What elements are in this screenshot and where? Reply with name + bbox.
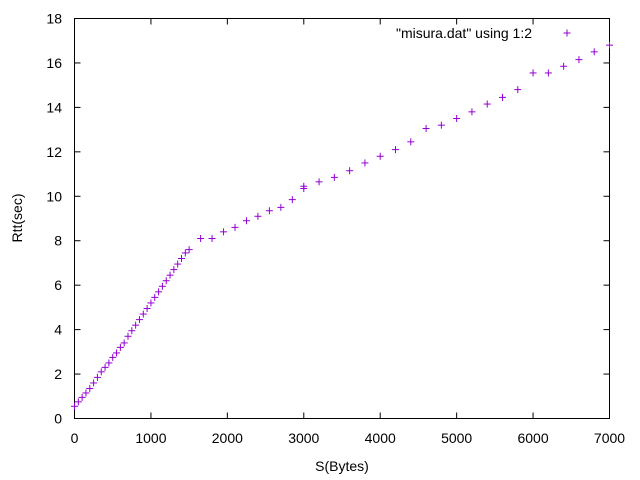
legend: "misura.dat" using 1:2 [396, 25, 571, 41]
data-point [529, 69, 537, 77]
data-point [361, 159, 369, 167]
data-point [346, 167, 354, 175]
data-point [514, 86, 522, 94]
data-point [437, 121, 445, 129]
y-tick-label: 14 [46, 99, 62, 115]
data-point [147, 299, 155, 307]
data-point [288, 196, 296, 204]
data-point [82, 389, 90, 397]
data-point [74, 398, 82, 406]
data-point [101, 363, 109, 371]
data-point [277, 203, 285, 211]
y-tick-label: 18 [46, 11, 62, 27]
data-point [453, 115, 461, 122]
data-point [242, 217, 250, 225]
data-point [178, 255, 185, 262]
data-point [120, 339, 128, 347]
data-point [483, 100, 491, 108]
legend-marker-symbol [563, 29, 571, 37]
data-point [499, 93, 506, 101]
x-axis-ticks: 0 1000 2000 3000 4000 5000 6000 7000 [71, 18, 625, 446]
x-tick-label: 7000 [594, 430, 625, 446]
x-tick-label: 3000 [288, 430, 319, 446]
data-point [174, 260, 182, 268]
data-point [181, 249, 189, 257]
data-point [162, 277, 170, 285]
data-point [151, 293, 159, 301]
x-tick-label: 0 [71, 430, 79, 446]
data-point [113, 349, 121, 357]
y-tick-label: 2 [54, 366, 62, 382]
data-point [116, 343, 124, 351]
data-point [86, 385, 94, 392]
plot-frame [74, 18, 610, 419]
data-point [376, 152, 384, 160]
data-point [166, 271, 174, 279]
y-tick-label: 6 [54, 277, 62, 293]
y-tick-label: 16 [46, 55, 62, 71]
data-point [254, 212, 262, 220]
data-point [71, 402, 78, 410]
data-point [544, 69, 552, 77]
data-points [71, 41, 613, 410]
data-point [468, 108, 476, 116]
y-axis-ticks: 0 2 4 6 8 10 12 14 16 18 [46, 11, 610, 427]
data-point [330, 173, 338, 181]
data-point [300, 182, 308, 190]
data-point [208, 235, 216, 242]
data-point [185, 246, 193, 254]
data-point [93, 373, 101, 381]
data-point [128, 327, 136, 335]
data-point [132, 321, 140, 329]
data-point [422, 125, 430, 132]
y-tick-label: 8 [54, 233, 62, 249]
data-point [158, 282, 166, 290]
legend-marker [563, 29, 571, 37]
data-point [109, 353, 117, 361]
x-axis-label: S(Bytes) [315, 458, 369, 474]
data-point [90, 379, 98, 387]
data-point [560, 62, 568, 70]
data-point [231, 223, 239, 231]
data-point [265, 207, 273, 215]
y-tick-label: 10 [46, 188, 62, 204]
data-point [139, 310, 147, 318]
x-tick-label: 5000 [441, 430, 472, 446]
data-point [97, 368, 105, 376]
data-point [315, 178, 323, 186]
data-point [407, 138, 415, 146]
x-tick-label: 4000 [365, 430, 396, 446]
data-point [197, 235, 205, 242]
y-tick-label: 12 [46, 144, 62, 160]
y-tick-label: 0 [54, 411, 62, 427]
data-point [606, 41, 613, 49]
data-point [575, 56, 583, 64]
data-point [220, 228, 228, 236]
data-point [143, 305, 151, 312]
x-tick-label: 2000 [212, 430, 243, 446]
data-point [170, 266, 178, 274]
x-tick-label: 1000 [135, 430, 166, 446]
y-axis-label: Rtt(sec) [9, 194, 25, 243]
data-point [155, 288, 163, 296]
legend-label: "misura.dat" using 1:2 [396, 25, 532, 41]
x-tick-label: 6000 [517, 430, 548, 446]
data-point [135, 316, 143, 324]
data-point [590, 48, 598, 56]
data-point [392, 146, 399, 154]
y-tick-label: 4 [54, 322, 62, 338]
data-point [124, 332, 132, 340]
data-point [78, 393, 86, 401]
data-point [105, 359, 113, 367]
